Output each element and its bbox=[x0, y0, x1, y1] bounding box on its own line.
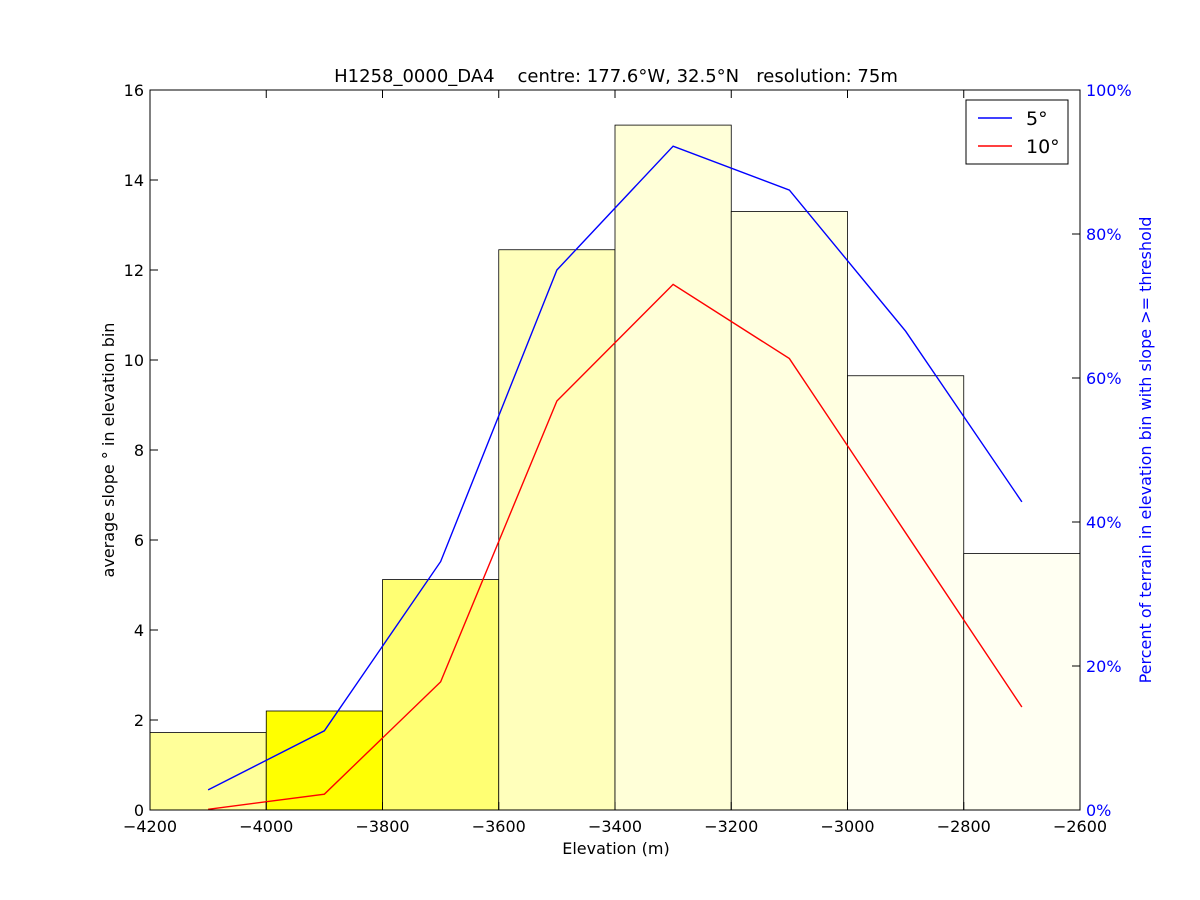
y-tick-label: 12 bbox=[124, 261, 144, 280]
series-line-1 bbox=[208, 283, 1023, 810]
x-tick-label: −2800 bbox=[937, 817, 991, 836]
y-tick-label: 16 bbox=[124, 81, 144, 100]
y-tick-label: 6 bbox=[134, 531, 144, 550]
chart-title: H1258_0000_DA4 centre: 177.6°W, 32.5°N r… bbox=[334, 66, 898, 87]
threshold-lines bbox=[207, 145, 1023, 810]
x-axis-label: Elevation (m) bbox=[562, 839, 669, 858]
y-axis-left: 0 2 4 6 8 10 12 14 16 bbox=[124, 81, 158, 820]
x-tick-label: −3000 bbox=[820, 817, 874, 836]
y-tick-label: 8 bbox=[134, 441, 144, 460]
y-tick-label: 2 bbox=[134, 711, 144, 730]
y2-tick-label: 20% bbox=[1086, 657, 1122, 676]
legend-label: 5° bbox=[1026, 108, 1048, 130]
histogram-bar-2 bbox=[382, 579, 500, 811]
y-axis-right: 0% 20% 40% 60% 80% 100% bbox=[1072, 81, 1132, 820]
y2-axis-label: Percent of terrain in elevation bin with… bbox=[1136, 217, 1155, 684]
y2-tick-label: 60% bbox=[1086, 369, 1122, 388]
legend-label: 10° bbox=[1026, 136, 1060, 158]
histogram-bars bbox=[149, 124, 1081, 811]
histogram-bar-7 bbox=[963, 553, 1081, 811]
x-tick-label: −3200 bbox=[704, 817, 758, 836]
series-line-0 bbox=[207, 145, 1023, 791]
y2-tick-label: 0% bbox=[1086, 801, 1111, 820]
x-tick-label: −3400 bbox=[588, 817, 642, 836]
x-tick-label: −3800 bbox=[355, 817, 409, 836]
x-tick-label: −2600 bbox=[1053, 817, 1107, 836]
legend: 5°10° bbox=[965, 99, 1069, 165]
y-tick-label: 0 bbox=[134, 801, 144, 820]
legend-box bbox=[965, 99, 1069, 165]
y2-tick-label: 80% bbox=[1086, 225, 1122, 244]
histogram-bar-1 bbox=[265, 710, 383, 811]
histogram-bar-4 bbox=[614, 124, 732, 811]
y2-tick-label: 40% bbox=[1086, 513, 1122, 532]
x-tick-label: −3600 bbox=[472, 817, 526, 836]
histogram-bar-0 bbox=[149, 732, 267, 811]
histogram-bar-6 bbox=[847, 375, 965, 811]
x-axis: −4200 −4000 −3800 −3600 −3400 −3200 −3000 −2800… bbox=[123, 90, 1107, 836]
y-tick-label: 10 bbox=[124, 351, 144, 370]
histogram-bar-5 bbox=[730, 211, 848, 811]
y-tick-label: 4 bbox=[134, 621, 144, 640]
y-axis-label: average slope ° in elevation bin bbox=[99, 323, 118, 578]
y2-tick-label: 100% bbox=[1086, 81, 1132, 100]
histogram-bar-3 bbox=[498, 249, 616, 811]
x-tick-label: −4200 bbox=[123, 817, 177, 836]
x-tick-label: −4000 bbox=[239, 817, 293, 836]
y-tick-label: 14 bbox=[124, 171, 144, 190]
